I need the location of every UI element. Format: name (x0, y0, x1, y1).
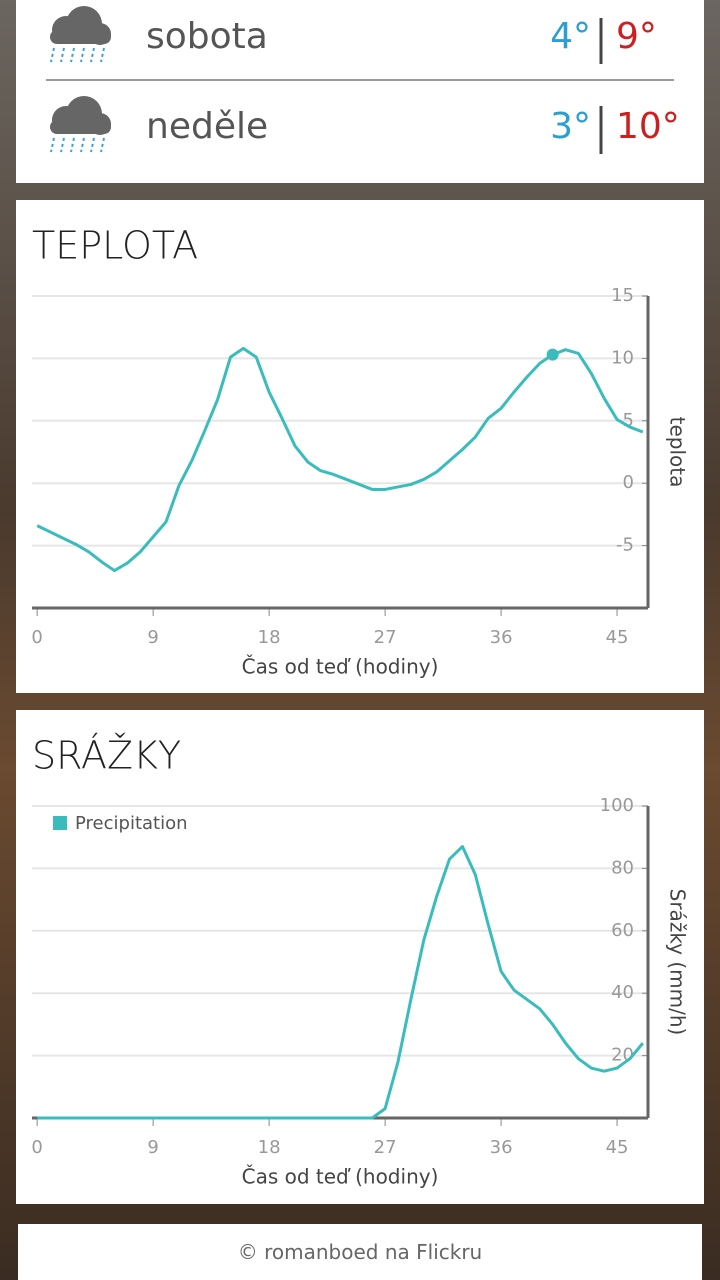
x-tick-label: 9 (147, 1137, 158, 1158)
chart: TEPLOTA -5 0 5 10 15 0 9 18 27 36 45 Čas od teď (hod… (31, 224, 690, 679)
day: sobota (146, 16, 268, 57)
low-temp: 3° (550, 106, 591, 147)
y-tick-label: 80 (611, 857, 634, 878)
x-axis-label: Čas od teď (hodiny) (242, 655, 439, 679)
x-axis-label: Čas od teď (hodiny) (242, 1165, 439, 1189)
forecast: sobota 4° 9° neděle 3° 10° (46, 6, 680, 154)
y-tick-label: 60 (611, 920, 634, 941)
x-tick-label: 0 (31, 1137, 42, 1158)
x-tick-label: 36 (490, 1137, 513, 1158)
x-tick-label: 36 (490, 627, 513, 648)
y-axis-label: Srážky (mm/h) (666, 889, 690, 1036)
high-temp: 9° (616, 16, 657, 57)
x-tick-label: 45 (606, 1137, 629, 1158)
x-tick-label: 18 (258, 627, 281, 648)
series-line (37, 845, 645, 1120)
y-tick-label: 15 (611, 285, 634, 306)
x-tick-label: 27 (374, 627, 397, 648)
chart-card: TEPLOTA -5 0 5 10 15 0 9 18 27 36 45 Čas od teď (hod… (16, 200, 704, 693)
legend-label: Precipitation (75, 813, 188, 834)
x-tick-label: 18 (258, 1137, 281, 1158)
x-tick-label: 27 (374, 1137, 397, 1158)
footer: © romanboed na Flickru (18, 1224, 702, 1280)
day: neděle (146, 106, 268, 147)
chart-title: SRÁŽKY (32, 734, 181, 778)
chart-card: SRÁŽKY 20 40 60 80 100 0 9 18 27 36 45 Čas od teď (h… (16, 710, 704, 1204)
hover-marker (546, 348, 559, 361)
y-tick-label: 0 (623, 472, 634, 493)
y-tick-label: -5 (616, 535, 634, 556)
y-tick-label: 10 (611, 347, 634, 368)
y-tick-label: 5 (623, 410, 634, 431)
chart-title: TEPLOTA (32, 224, 198, 268)
x-tick-label: 45 (606, 627, 629, 648)
forecast-card: sobota 4° 9° neděle 3° 10° (16, 0, 704, 183)
y-tick-label: 40 (611, 982, 634, 1003)
x-tick-label: 9 (147, 627, 158, 648)
y-axis-label: teplota (666, 417, 690, 488)
low-temp: 4° (550, 16, 591, 57)
rain-icon (50, 96, 111, 153)
rain-icon (50, 6, 111, 63)
y-tick-label: 100 (600, 795, 634, 816)
legend-swatch (53, 816, 67, 830)
series-line (36, 346, 644, 573)
x-tick-label: 0 (31, 627, 42, 648)
high-temp: 10° (616, 106, 680, 147)
